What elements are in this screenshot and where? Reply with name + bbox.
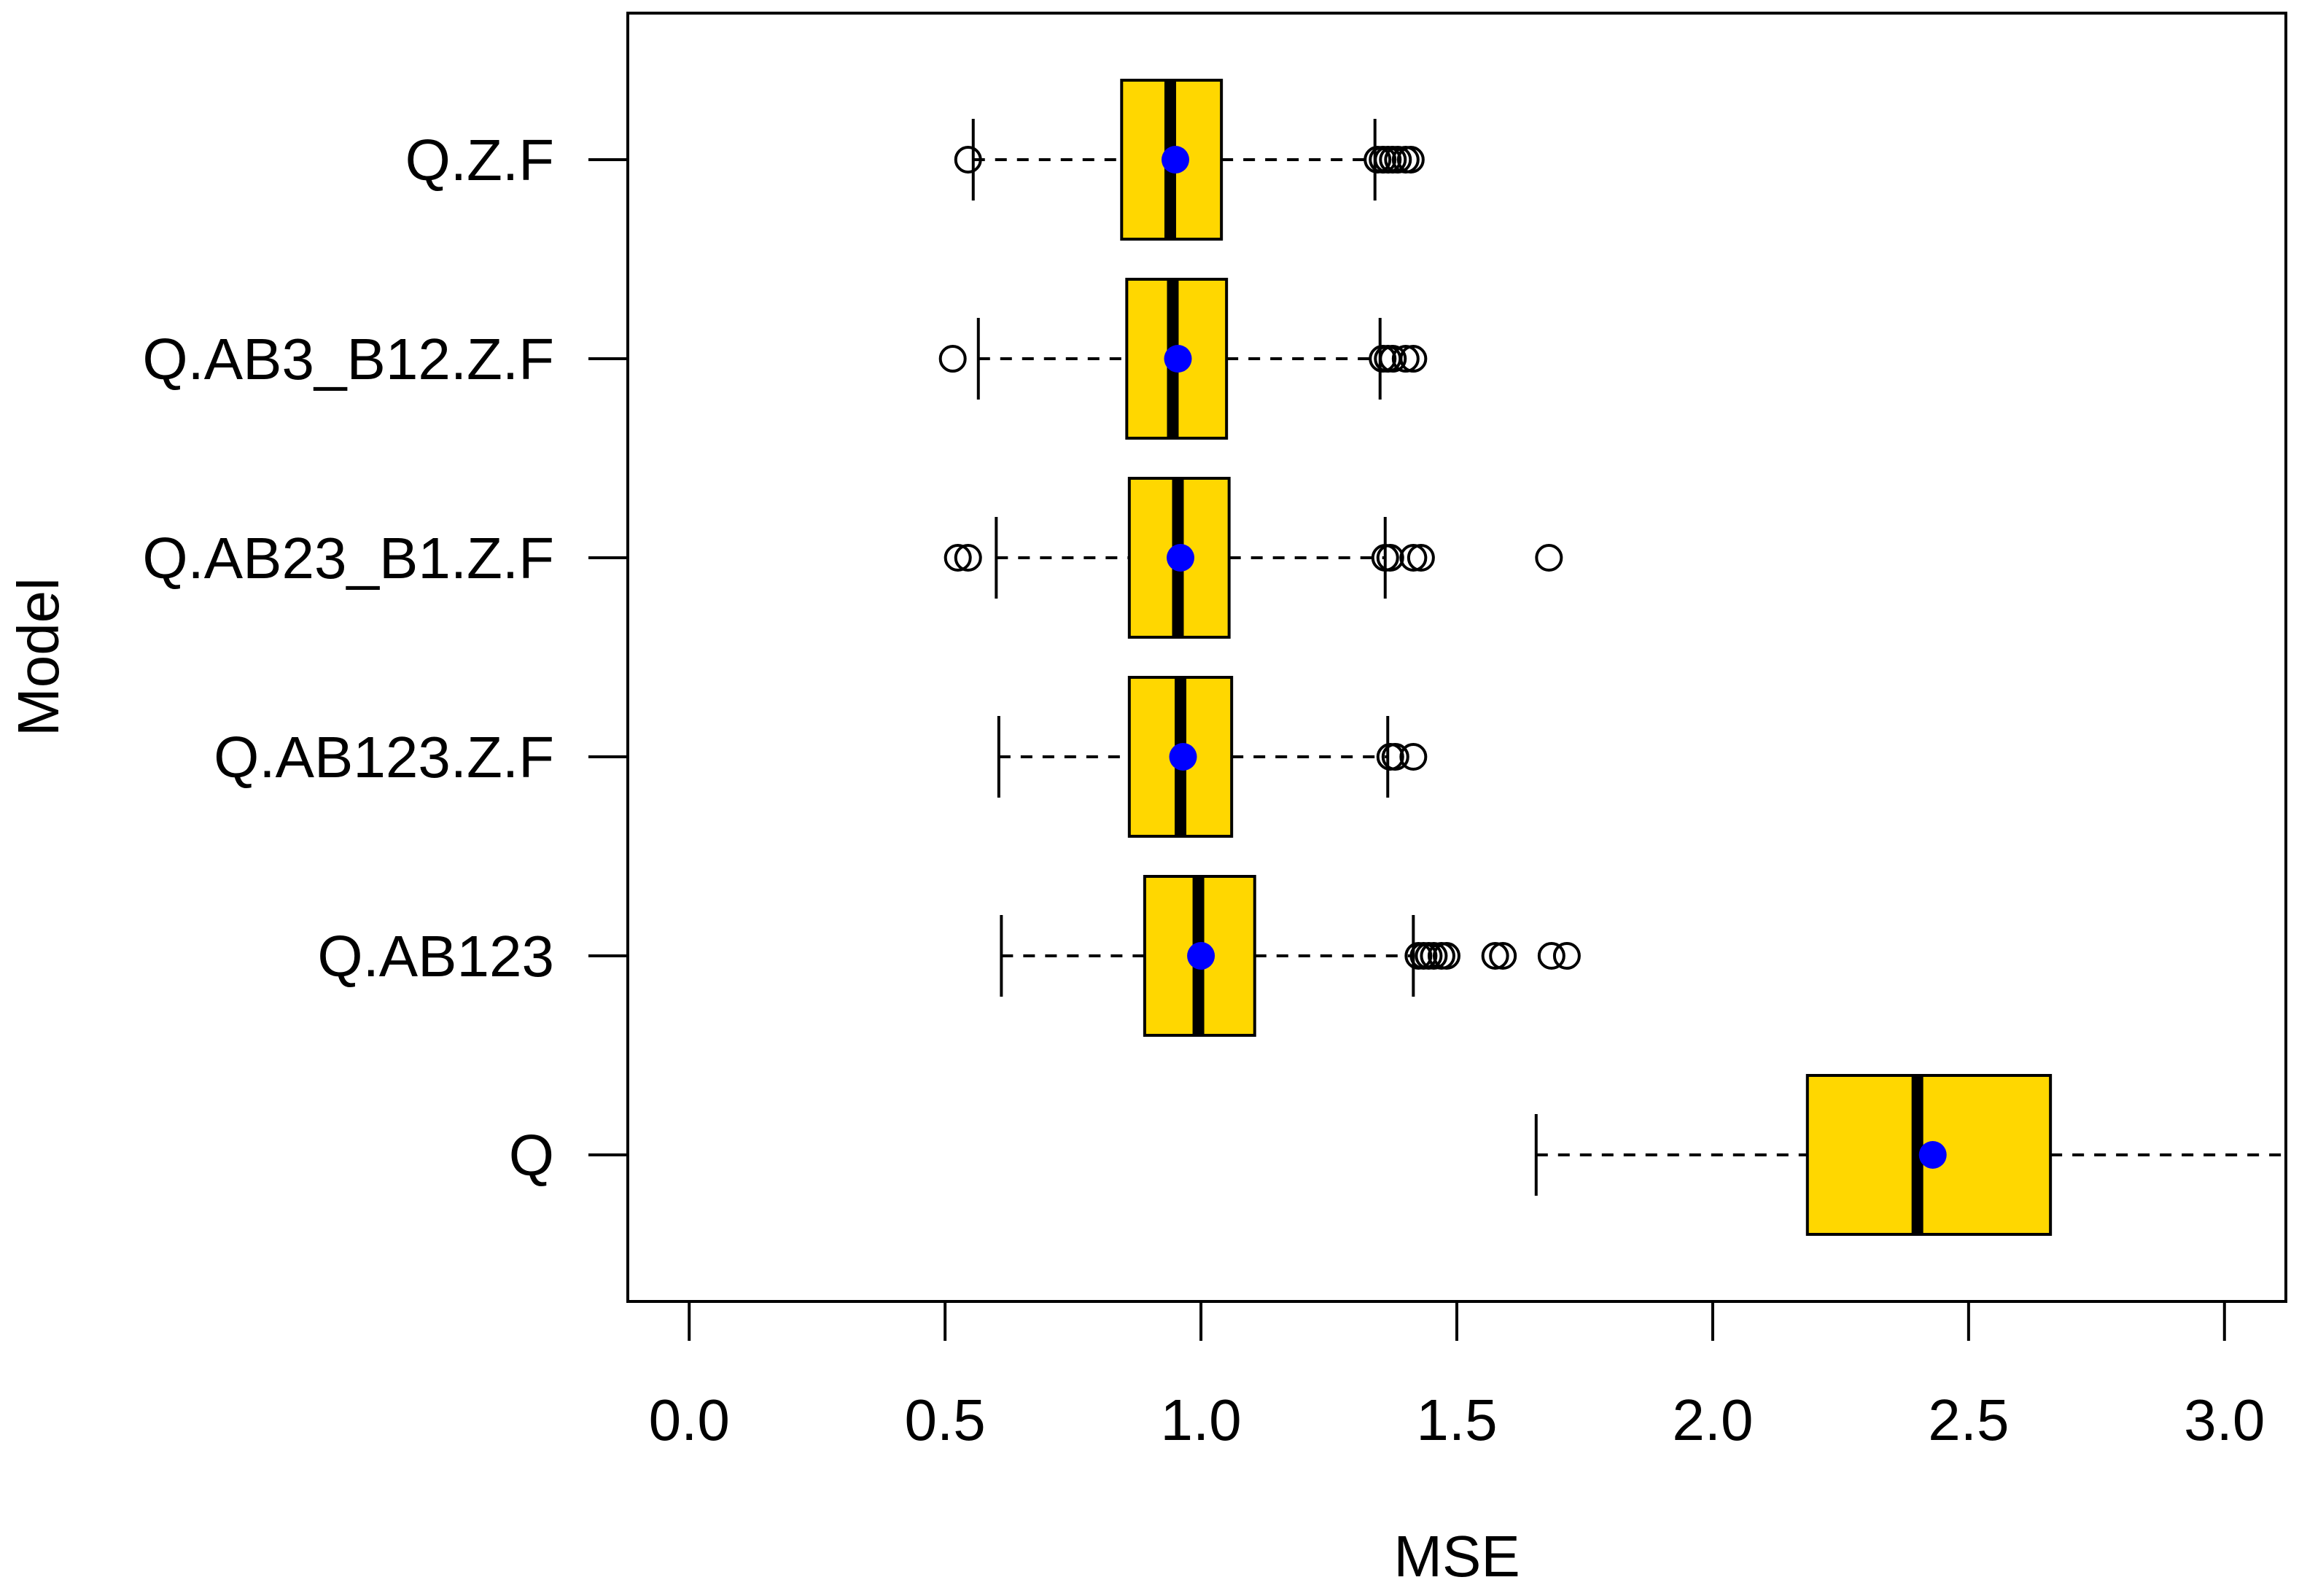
outlier-point (1396, 146, 1425, 174)
outlier-point (1481, 942, 1509, 970)
y-axis: Q.Z.F Q.AB3_B12.Z.F Q.AB23_B1.Z.F Q.AB123.Z… (142, 128, 628, 1188)
outlier-point (1376, 544, 1404, 572)
outlier-point (938, 345, 967, 373)
box-group (954, 79, 1425, 241)
box-group (938, 278, 1428, 440)
outlier-point (1552, 942, 1581, 970)
x-tick-label: 0.0 (649, 1387, 730, 1452)
outlier-point (1391, 345, 1420, 373)
y-tick-label: Q.AB123.Z.F (214, 725, 554, 790)
outlier-point (1399, 743, 1428, 771)
box-group (944, 477, 1563, 639)
x-tick-label: 2.0 (1672, 1387, 1753, 1452)
y-tick-label: Q.AB123 (317, 924, 554, 989)
box-group (997, 676, 1428, 838)
mean-point (1918, 1141, 1947, 1169)
outlier-point (1489, 942, 1517, 970)
x-tick-label: 3.0 (2184, 1387, 2265, 1452)
outlier-point (954, 146, 982, 174)
outlier-point (1407, 544, 1435, 572)
outlier-point (1379, 345, 1407, 373)
mean-point (1161, 146, 1189, 174)
outlier-point (1535, 544, 1563, 572)
mean-point (1187, 942, 1215, 970)
outlier-point (1432, 942, 1460, 970)
y-axis-label: Model (6, 577, 71, 736)
x-tick-label: 0.5 (905, 1387, 986, 1452)
outlier-point (954, 544, 982, 572)
x-axis: 0.0 0.5 1.0 1.5 2.0 2.5 3.0 (649, 1300, 2265, 1452)
mean-point (1169, 743, 1197, 771)
box-group (1534, 1074, 2286, 1236)
outlier-point (1399, 345, 1428, 373)
outlier-point (1381, 743, 1409, 771)
y-tick-label: Q.Z.F (405, 128, 554, 192)
outlier-point (1384, 146, 1412, 174)
boxes-layer (938, 79, 2286, 1236)
y-tick-label: Q (509, 1123, 554, 1188)
y-tick-label: Q.AB3_B12.Z.F (142, 327, 554, 392)
x-axis-label: MSE (1393, 1524, 1520, 1589)
x-tick-label: 1.5 (1416, 1387, 1497, 1452)
outlier-point (944, 544, 972, 572)
outlier-point (1399, 544, 1428, 572)
box-group (1000, 875, 1581, 1037)
mean-point (1164, 345, 1192, 373)
x-tick-label: 2.5 (1928, 1387, 2009, 1452)
outlier-point (1420, 942, 1448, 970)
outlier-point (1537, 942, 1565, 970)
y-tick-label: Q.AB23_B1.Z.F (142, 526, 554, 591)
mean-point (1167, 544, 1194, 572)
x-tick-label: 1.0 (1160, 1387, 1241, 1452)
